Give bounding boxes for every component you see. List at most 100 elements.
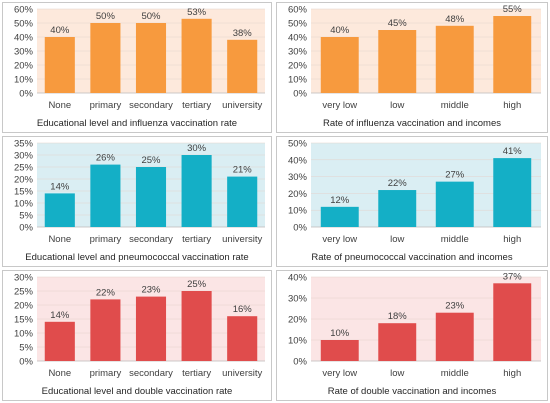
category-label: tertiary <box>182 368 211 379</box>
y-tick-label: 10% <box>14 75 34 86</box>
category-label: secondary <box>129 234 173 245</box>
y-tick-label: 20% <box>14 175 34 186</box>
y-tick-label: 50% <box>288 19 308 30</box>
category-label: primary <box>90 234 122 245</box>
bar-chart: 0% 10% 20% 30% 40% 50% 12% very low 22% low 27% mid… <box>288 139 541 245</box>
chart-panel-education-pneumococcal: 0% 5% 10% 15% 20% 25% 30% 35% 14% None 26% primary 2… <box>2 136 272 267</box>
data-label: 30% <box>187 143 207 154</box>
y-tick-label: 25% <box>14 287 34 298</box>
y-tick-label: 40% <box>288 33 308 44</box>
bar <box>135 296 167 361</box>
bar <box>44 37 75 93</box>
y-tick-label: 40% <box>288 273 308 284</box>
y-tick-label: 20% <box>288 61 308 72</box>
data-label: 22% <box>388 178 408 189</box>
bar <box>181 155 212 227</box>
bar <box>135 167 167 227</box>
y-tick-label: 30% <box>288 47 308 58</box>
bar-chart: 0% 10% 20% 30% 40% 10% very low 18% low 23% middle… <box>288 271 541 379</box>
y-tick-label: 10% <box>14 199 34 210</box>
data-label: 14% <box>50 181 70 192</box>
bar <box>227 39 258 93</box>
category-label: secondary <box>129 100 173 111</box>
y-tick-label: 10% <box>288 206 308 217</box>
bar-chart: 0% 10% 20% 30% 40% 50% 60% 40% None 50% primary 50%… <box>14 5 265 111</box>
y-tick-label: 10% <box>288 336 308 347</box>
data-label: 10% <box>330 328 350 339</box>
data-label: 16% <box>233 304 253 315</box>
chart-panel-income-pneumococcal: 0% 10% 20% 30% 40% 50% 12% very low 22% low 27% mid… <box>276 136 548 267</box>
data-label: 55% <box>503 4 523 15</box>
y-tick-label: 50% <box>288 139 308 150</box>
data-label: 37% <box>503 271 523 282</box>
y-tick-label: 0% <box>293 223 307 234</box>
bar <box>320 340 359 361</box>
y-tick-label: 20% <box>14 301 34 312</box>
category-label: very low <box>322 368 357 379</box>
y-tick-label: 0% <box>293 89 307 100</box>
chart-panel-income-influenza: 0% 10% 20% 30% 40% 50% 60% 40% very low 45% low 48%… <box>276 2 548 133</box>
y-tick-label: 20% <box>14 61 34 72</box>
y-tick-label: 5% <box>19 211 33 222</box>
y-tick-label: 15% <box>14 315 34 326</box>
y-tick-label: 0% <box>293 357 307 368</box>
data-label: 12% <box>330 195 350 206</box>
chart-title: Rate of pneumococcal vaccination and inc… <box>311 252 513 263</box>
chart-title: Educational level and double vaccination… <box>41 386 233 397</box>
chart-panel-education-influenza: 0% 10% 20% 30% 40% 50% 60% 40% None 50% primary 50%… <box>2 2 272 133</box>
y-tick-label: 60% <box>14 5 34 16</box>
data-label: 25% <box>187 279 207 290</box>
y-tick-label: 40% <box>288 155 308 166</box>
category-label: primary <box>90 100 122 111</box>
y-tick-label: 15% <box>14 187 34 198</box>
y-tick-label: 40% <box>14 33 34 44</box>
category-label: high <box>503 100 521 111</box>
category-label: middle <box>441 368 469 379</box>
data-label: 50% <box>141 11 161 22</box>
y-tick-label: 30% <box>288 294 308 305</box>
bar <box>227 176 258 227</box>
category-label: middle <box>441 234 469 245</box>
category-label: tertiary <box>182 234 211 245</box>
category-label: high <box>503 368 521 379</box>
bar <box>378 190 417 227</box>
bar <box>90 23 121 93</box>
y-tick-label: 30% <box>14 273 34 284</box>
y-tick-label: 0% <box>19 223 33 234</box>
y-tick-label: 30% <box>288 172 308 183</box>
data-label: 41% <box>503 146 523 157</box>
y-tick-label: 25% <box>14 163 34 174</box>
data-label: 27% <box>445 170 465 181</box>
category-label: very low <box>322 234 357 245</box>
bar <box>320 206 359 227</box>
bar <box>44 321 75 361</box>
bar <box>227 316 258 361</box>
category-label: very low <box>322 100 357 111</box>
data-label: 53% <box>187 7 207 18</box>
bar <box>493 158 532 227</box>
y-tick-label: 50% <box>14 19 34 30</box>
category-label: high <box>503 234 521 245</box>
chart-title: Rate of double vaccination and incomes <box>327 386 497 397</box>
category-label: primary <box>90 368 122 379</box>
y-tick-label: 20% <box>288 189 308 200</box>
category-label: middle <box>441 100 469 111</box>
y-tick-label: 0% <box>19 357 33 368</box>
y-tick-label: 30% <box>14 47 34 58</box>
y-tick-label: 10% <box>288 75 308 86</box>
category-label: university <box>222 234 262 245</box>
chart-title: Educational level and influenza vaccinat… <box>36 118 238 129</box>
data-label: 18% <box>388 311 408 322</box>
y-tick-label: 35% <box>14 139 34 150</box>
y-tick-label: 60% <box>288 5 308 16</box>
data-label: 48% <box>445 14 465 25</box>
data-label: 25% <box>141 155 161 166</box>
category-label: low <box>390 100 404 111</box>
data-label: 50% <box>96 11 116 22</box>
bar <box>435 181 474 227</box>
bar <box>493 283 532 361</box>
y-tick-label: 5% <box>19 343 33 354</box>
bar-chart: 0%5%10%15%20%25%30%35%14%None26%primary2… <box>14 139 265 245</box>
data-label: 40% <box>330 25 350 36</box>
bar <box>90 164 121 227</box>
